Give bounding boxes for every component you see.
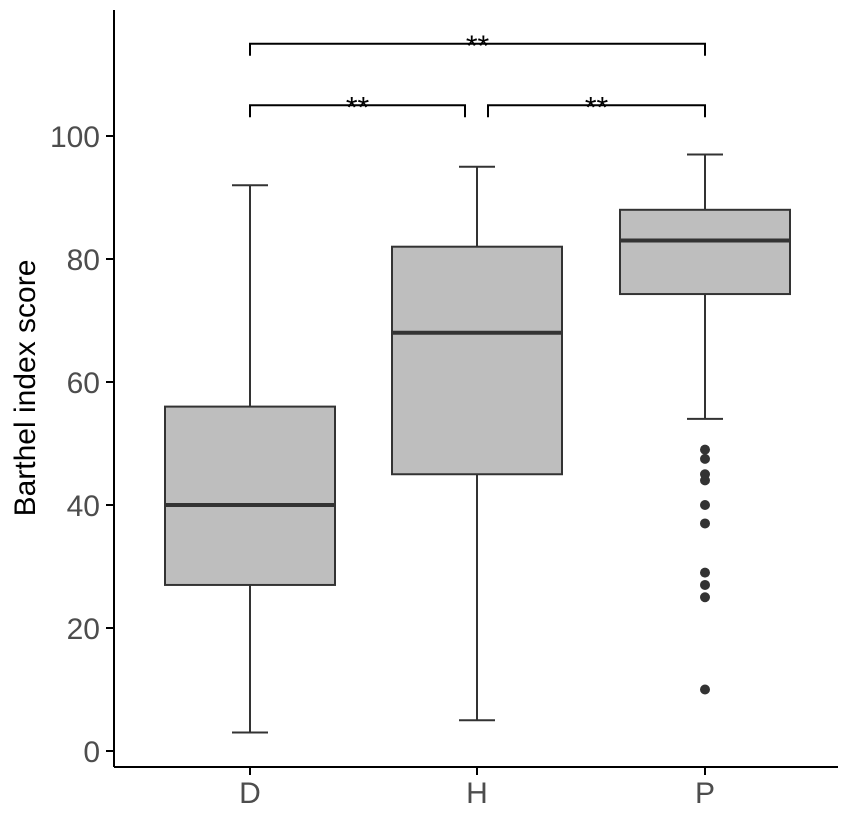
bracket-line (487, 104, 706, 118)
y-tick-label: 100 (50, 121, 100, 154)
significance-label: ** (466, 30, 490, 63)
significance-bracket: ** (249, 91, 466, 124)
significance-bracket: ** (249, 30, 706, 63)
y-tick-label: 40 (67, 490, 100, 523)
outlier-point (700, 684, 710, 695)
iqr-box (164, 405, 336, 586)
significance-bracket: ** (487, 91, 706, 124)
significance-label: ** (346, 91, 370, 124)
iqr-box (391, 245, 563, 476)
outlier-point (700, 567, 710, 578)
outlier-point (700, 592, 710, 603)
outlier-point (700, 475, 710, 486)
box-group-p (619, 153, 791, 695)
bracket-line (249, 42, 706, 56)
y-tick-label: 20 (67, 613, 100, 646)
outlier-point (700, 579, 710, 590)
box-group-h (391, 165, 563, 722)
outlier-point (700, 518, 710, 529)
significance-label: ** (585, 91, 609, 124)
bracket-line (249, 104, 466, 118)
outlier-point (700, 453, 710, 464)
x-tick-label: H (466, 777, 488, 810)
outlier-point (700, 500, 710, 510)
box-group-d (164, 184, 336, 734)
y-tick-label: 0 (83, 736, 100, 769)
y-axis-title: Barthel index score (9, 260, 42, 517)
y-tick-label: 80 (67, 244, 100, 277)
outlier-point (700, 444, 710, 455)
y-tick-label: 60 (67, 367, 100, 400)
plot-area: 0 20 40 60 80 100 D H P ** ** ** (50, 10, 838, 810)
x-tick-label: D (239, 777, 261, 810)
iqr-box (619, 208, 791, 296)
x-tick-label: P (695, 777, 715, 810)
